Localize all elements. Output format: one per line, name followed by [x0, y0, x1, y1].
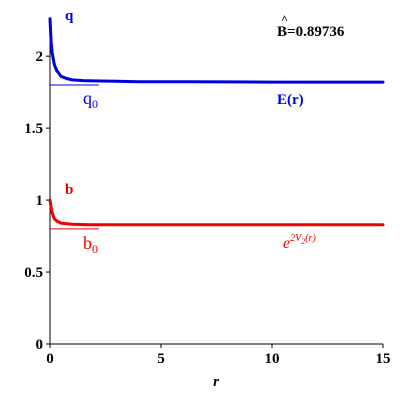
b-hat-value: =0.89736: [287, 24, 345, 40]
axis-ticks: 0 5 10 15 0 0.5 1 1.5 2: [24, 49, 390, 367]
y-tick-label: 1: [36, 193, 44, 209]
x-tick-label: 0: [46, 351, 54, 367]
series-lines: [48, 17, 385, 227]
x-tick-label: 15: [376, 351, 391, 367]
b-hat-annotation: ^ B=0.89736: [277, 12, 345, 40]
b-hat-caret: ^: [281, 12, 288, 26]
series-line-q: [48, 17, 385, 84]
q-series-label: q: [65, 8, 74, 24]
exp-2v2-label: e2V2(r): [283, 233, 316, 252]
reference-lines: [50, 84, 99, 230]
x-axis-title: r: [213, 374, 219, 390]
y-tick-label: 2: [36, 49, 44, 65]
x-tick-label: 10: [265, 351, 280, 367]
svg-text:B=0.89736: B=0.89736: [277, 24, 345, 40]
x-tick-label: 5: [157, 351, 165, 367]
y-tick-label: 1.5: [24, 121, 43, 137]
y-tick-label: 0: [36, 337, 44, 353]
q0-label: q0: [83, 88, 98, 111]
series-line-b: [48, 198, 385, 227]
b-hat-letter: B: [277, 24, 287, 40]
b-series-label: b: [65, 182, 73, 198]
b0-label: b0: [83, 233, 98, 256]
y-tick-label: 0.5: [24, 265, 43, 281]
e-of-r-label: E(r): [277, 92, 304, 108]
